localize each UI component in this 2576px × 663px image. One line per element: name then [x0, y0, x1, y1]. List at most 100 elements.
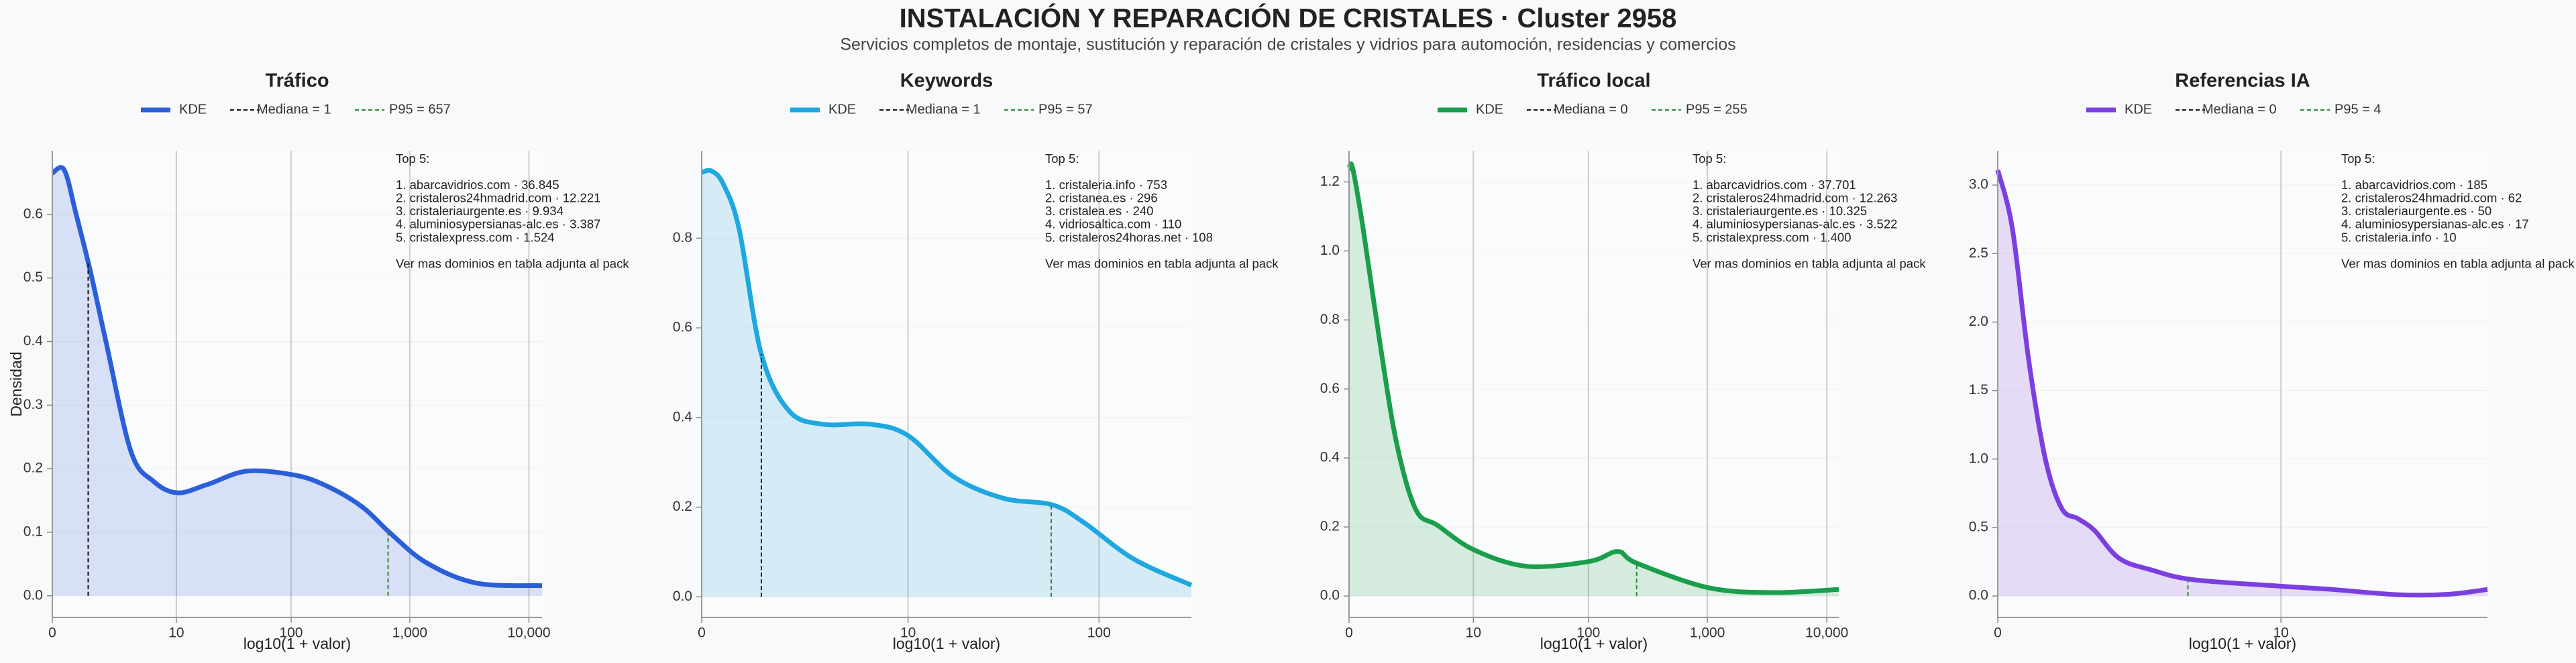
subplot: 0.0 0.5 1.0 1.5 2.0 2.5 3.0 0 10 Referencias IA lo… [1969, 70, 2575, 652]
legend-label: KDE [2125, 102, 2152, 117]
x-tick-label: 1,000 [392, 625, 428, 641]
legend: KDE Mediana = 1 P95 = 57 [790, 102, 1093, 117]
annotation-footer: Ver mas dominios en tabla adjunta al pac… [1693, 256, 1926, 270]
x-tick-label: 10 [900, 625, 916, 641]
page-subtitle: Servicios completos de montaje, sustituc… [840, 36, 1735, 54]
y-tick-label: 0.0 [23, 587, 43, 603]
legend-label: Mediana = 0 [1554, 102, 1628, 117]
annotation-item: 1. abarcavidrios.com · 37.701 [1693, 178, 1856, 192]
annotation-footer: Ver mas dominios en tabla adjunta al pac… [2341, 256, 2575, 270]
subplot-title: Tráfico local [1537, 70, 1650, 92]
y-tick-label: 0.1 [23, 524, 43, 539]
y-tick-label: 0.4 [1320, 450, 1340, 465]
annotation-heading: Top 5: [1045, 152, 1079, 166]
y-tick-label: 0.0 [1969, 588, 1988, 603]
subplot: 0.0 0.2 0.4 0.6 0.8 0 10 100 Keywords log10(1 + v… [673, 70, 1279, 652]
subplot: 0.0 0.1 0.2 0.3 0.4 0.5 0.6 0 10 100 1,000 10,000 Tr… [7, 70, 629, 652]
y-tick-label: 0.4 [23, 333, 44, 349]
legend-label: KDE [179, 102, 207, 117]
x-axis-label: log10(1 + valor) [893, 635, 1000, 652]
legend: KDE Mediana = 0 P95 = 4 [2086, 102, 2381, 117]
legend-label: P95 = 657 [389, 102, 451, 117]
annotation-item: 3. cristaleriaurgente.es · 50 [2341, 204, 2491, 218]
x-tick-label: 0 [1994, 625, 2002, 641]
subplot-title: Keywords [900, 70, 994, 92]
annotation-item: 5. cristaleros24horas.net · 108 [1045, 230, 1213, 244]
y-axis-label: Densidad [7, 351, 25, 416]
y-tick-label: 0.5 [1969, 519, 1988, 534]
legend-label: Mediana = 1 [906, 102, 981, 117]
plot-area [1349, 151, 1839, 617]
annotation-item: 4. vidriosaltica.com · 110 [1045, 217, 1181, 231]
legend-label: P95 = 255 [1686, 102, 1748, 117]
y-tick-label: 0.4 [673, 409, 693, 424]
annotation-item: 2. cristaleros24hmadrid.com · 12.221 [396, 190, 600, 204]
annotation-item: 1. abarcavidrios.com · 36.845 [396, 178, 559, 192]
legend: KDE Mediana = 0 P95 = 255 [1438, 102, 1748, 117]
annotation-footer: Ver mas dominios en tabla adjunta al pac… [396, 256, 629, 270]
y-tick-label: 2.5 [1969, 245, 1988, 261]
legend-label: P95 = 57 [1038, 102, 1093, 117]
kde-line [1346, 161, 1839, 595]
x-tick-label: 10 [168, 625, 184, 641]
annotation-item: 1. abarcavidrios.com · 185 [2341, 178, 2487, 192]
x-tick-label: 100 [279, 625, 303, 641]
x-axis-label: log10(1 + valor) [2189, 635, 2296, 652]
y-tick-label: 0.0 [673, 589, 692, 604]
annotation-item: 2. cristanea.es · 296 [1045, 190, 1158, 204]
kde-line [51, 165, 543, 589]
subplot-title: Tráfico [265, 70, 329, 92]
y-tick-label: 0.2 [1320, 519, 1340, 534]
annotation-item: 2. cristaleros24hmadrid.com · 12.263 [1693, 190, 1897, 204]
kde-area [52, 167, 542, 596]
annotation-item: 3. cristaleriaurgente.es · 9.934 [396, 204, 564, 218]
y-tick-label: 3.0 [1969, 177, 1988, 192]
annotation-item: 3. cristalea.es · 240 [1045, 204, 1153, 218]
plot-area [52, 151, 542, 617]
x-tick-label: 1,000 [1690, 625, 1725, 641]
legend-label: P95 = 4 [2334, 102, 2381, 117]
y-tick-label: 1.0 [1969, 450, 1988, 466]
x-tick-label: 100 [1087, 625, 1111, 641]
annotation-item: 5. cristalexpress.com · 1.524 [396, 230, 554, 244]
annotation-item: 3. cristaleriaurgente.es · 10.325 [1693, 204, 1867, 218]
legend: KDE Mediana = 1 P95 = 657 [141, 102, 451, 117]
x-tick-label: 10,000 [1805, 625, 1848, 641]
legend-label: Mediana = 0 [2202, 102, 2277, 117]
y-tick-label: 1.5 [1969, 382, 1988, 398]
annotation-item: 5. cristalexpress.com · 1.400 [1693, 230, 1851, 244]
annotation-item: 4. aluminiosypersianas-alc.es · 3.522 [1693, 217, 1897, 231]
x-tick-label: 0 [48, 625, 56, 641]
kde-area [1349, 164, 1839, 597]
y-tick-label: 0.6 [1320, 381, 1340, 396]
y-tick-label: 0.2 [23, 461, 43, 476]
annotation-item: 5. cristaleria.info · 10 [2341, 230, 2457, 244]
y-tick-label: 0.6 [673, 320, 692, 335]
kde-line [701, 168, 1193, 588]
y-tick-label: 0.2 [673, 499, 692, 514]
annotation-heading: Top 5: [396, 152, 429, 166]
kde-area [1998, 170, 2487, 597]
annotation-item: 2. cristaleros24hmadrid.com · 62 [2341, 190, 2522, 204]
y-tick-label: 0.5 [23, 269, 43, 285]
kde-line [1995, 169, 2488, 598]
y-tick-label: 1.0 [1320, 243, 1340, 258]
legend-label: Mediana = 1 [257, 102, 331, 117]
plot-area [1998, 151, 2487, 617]
y-tick-label: 0.8 [673, 230, 692, 245]
y-tick-label: 0.8 [1320, 312, 1340, 327]
legend-label: KDE [828, 102, 856, 117]
x-tick-label: 10 [2273, 625, 2289, 641]
x-tick-label: 10 [1466, 625, 1481, 641]
page-title: INSTALACIÓN Y REPARACIÓN DE CRISTALES · … [900, 3, 1677, 34]
x-tick-label: 0 [698, 625, 706, 641]
x-tick-label: 0 [1345, 625, 1353, 641]
x-axis-label: log10(1 + valor) [244, 635, 351, 652]
legend-label: KDE [1476, 102, 1503, 117]
y-tick-label: 0.3 [23, 397, 43, 412]
